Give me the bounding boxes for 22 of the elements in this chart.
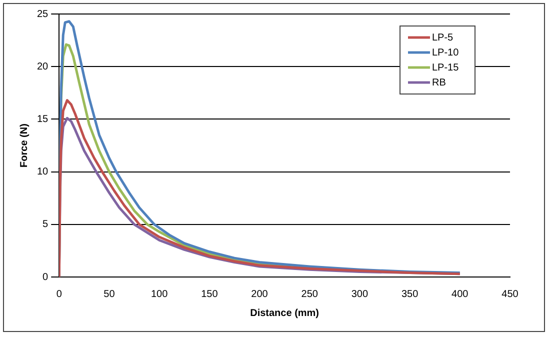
x-axis-title: Distance (mm) [250,308,320,319]
x-tick-label: 0 [56,288,62,300]
y-axis-title: Force (N) [18,124,30,168]
legend-label: LP-5 [432,32,454,44]
x-tick-label: 450 [502,288,519,300]
y-tick-label: 5 [42,219,49,230]
x-tick-label: 150 [201,288,218,300]
x-tick-label: 300 [351,288,368,300]
legend-label: LP-10 [432,47,460,58]
y-tick-label: 25 [37,8,49,20]
y-tick-label: 0 [42,272,49,283]
legend-label: RB [432,77,446,88]
y-tick-label: 20 [37,61,49,72]
x-tick-label: 100 [150,288,168,300]
x-tick-label: 50 [104,288,116,300]
x-tick-label: 200 [251,288,268,300]
x-tick-label: 400 [452,288,469,300]
y-tick-label: 15 [37,114,49,125]
x-tick-label: 350 [401,288,419,300]
legend-label: LP-15 [432,62,460,74]
x-tick-label: 250 [301,288,318,300]
y-tick-label: 10 [37,166,49,178]
